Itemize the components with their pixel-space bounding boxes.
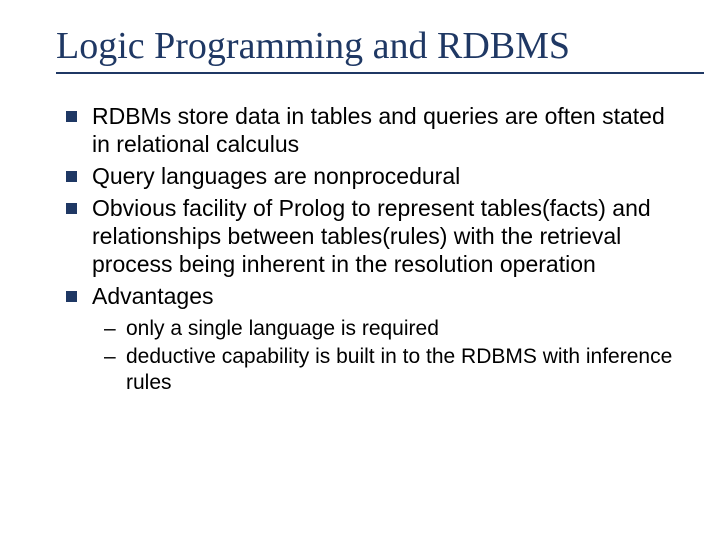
slide-title: Logic Programming and RDBMS: [56, 24, 680, 68]
bullet-text: RDBMs store data in tables and queries a…: [92, 103, 665, 157]
bullet-text: Advantages: [92, 283, 213, 309]
sub-bullet-text: deductive capability is built in to the …: [126, 345, 672, 394]
sub-bullet-item: deductive capability is built in to the …: [104, 344, 680, 395]
bullet-item: RDBMs store data in tables and queries a…: [64, 102, 680, 158]
title-underline: [56, 72, 704, 74]
bullet-list: RDBMs store data in tables and queries a…: [64, 102, 680, 395]
bullet-item: Advantages only a single language is req…: [64, 282, 680, 395]
bullet-text: Obvious facility of Prolog to represent …: [92, 195, 651, 277]
sub-bullet-item: only a single language is required: [104, 316, 680, 342]
sub-bullet-list: only a single language is required deduc…: [92, 316, 680, 395]
bullet-item: Query languages are nonprocedural: [64, 162, 680, 190]
bullet-text: Query languages are nonprocedural: [92, 163, 460, 189]
sub-bullet-text: only a single language is required: [126, 317, 439, 340]
bullet-item: Obvious facility of Prolog to represent …: [64, 194, 680, 278]
